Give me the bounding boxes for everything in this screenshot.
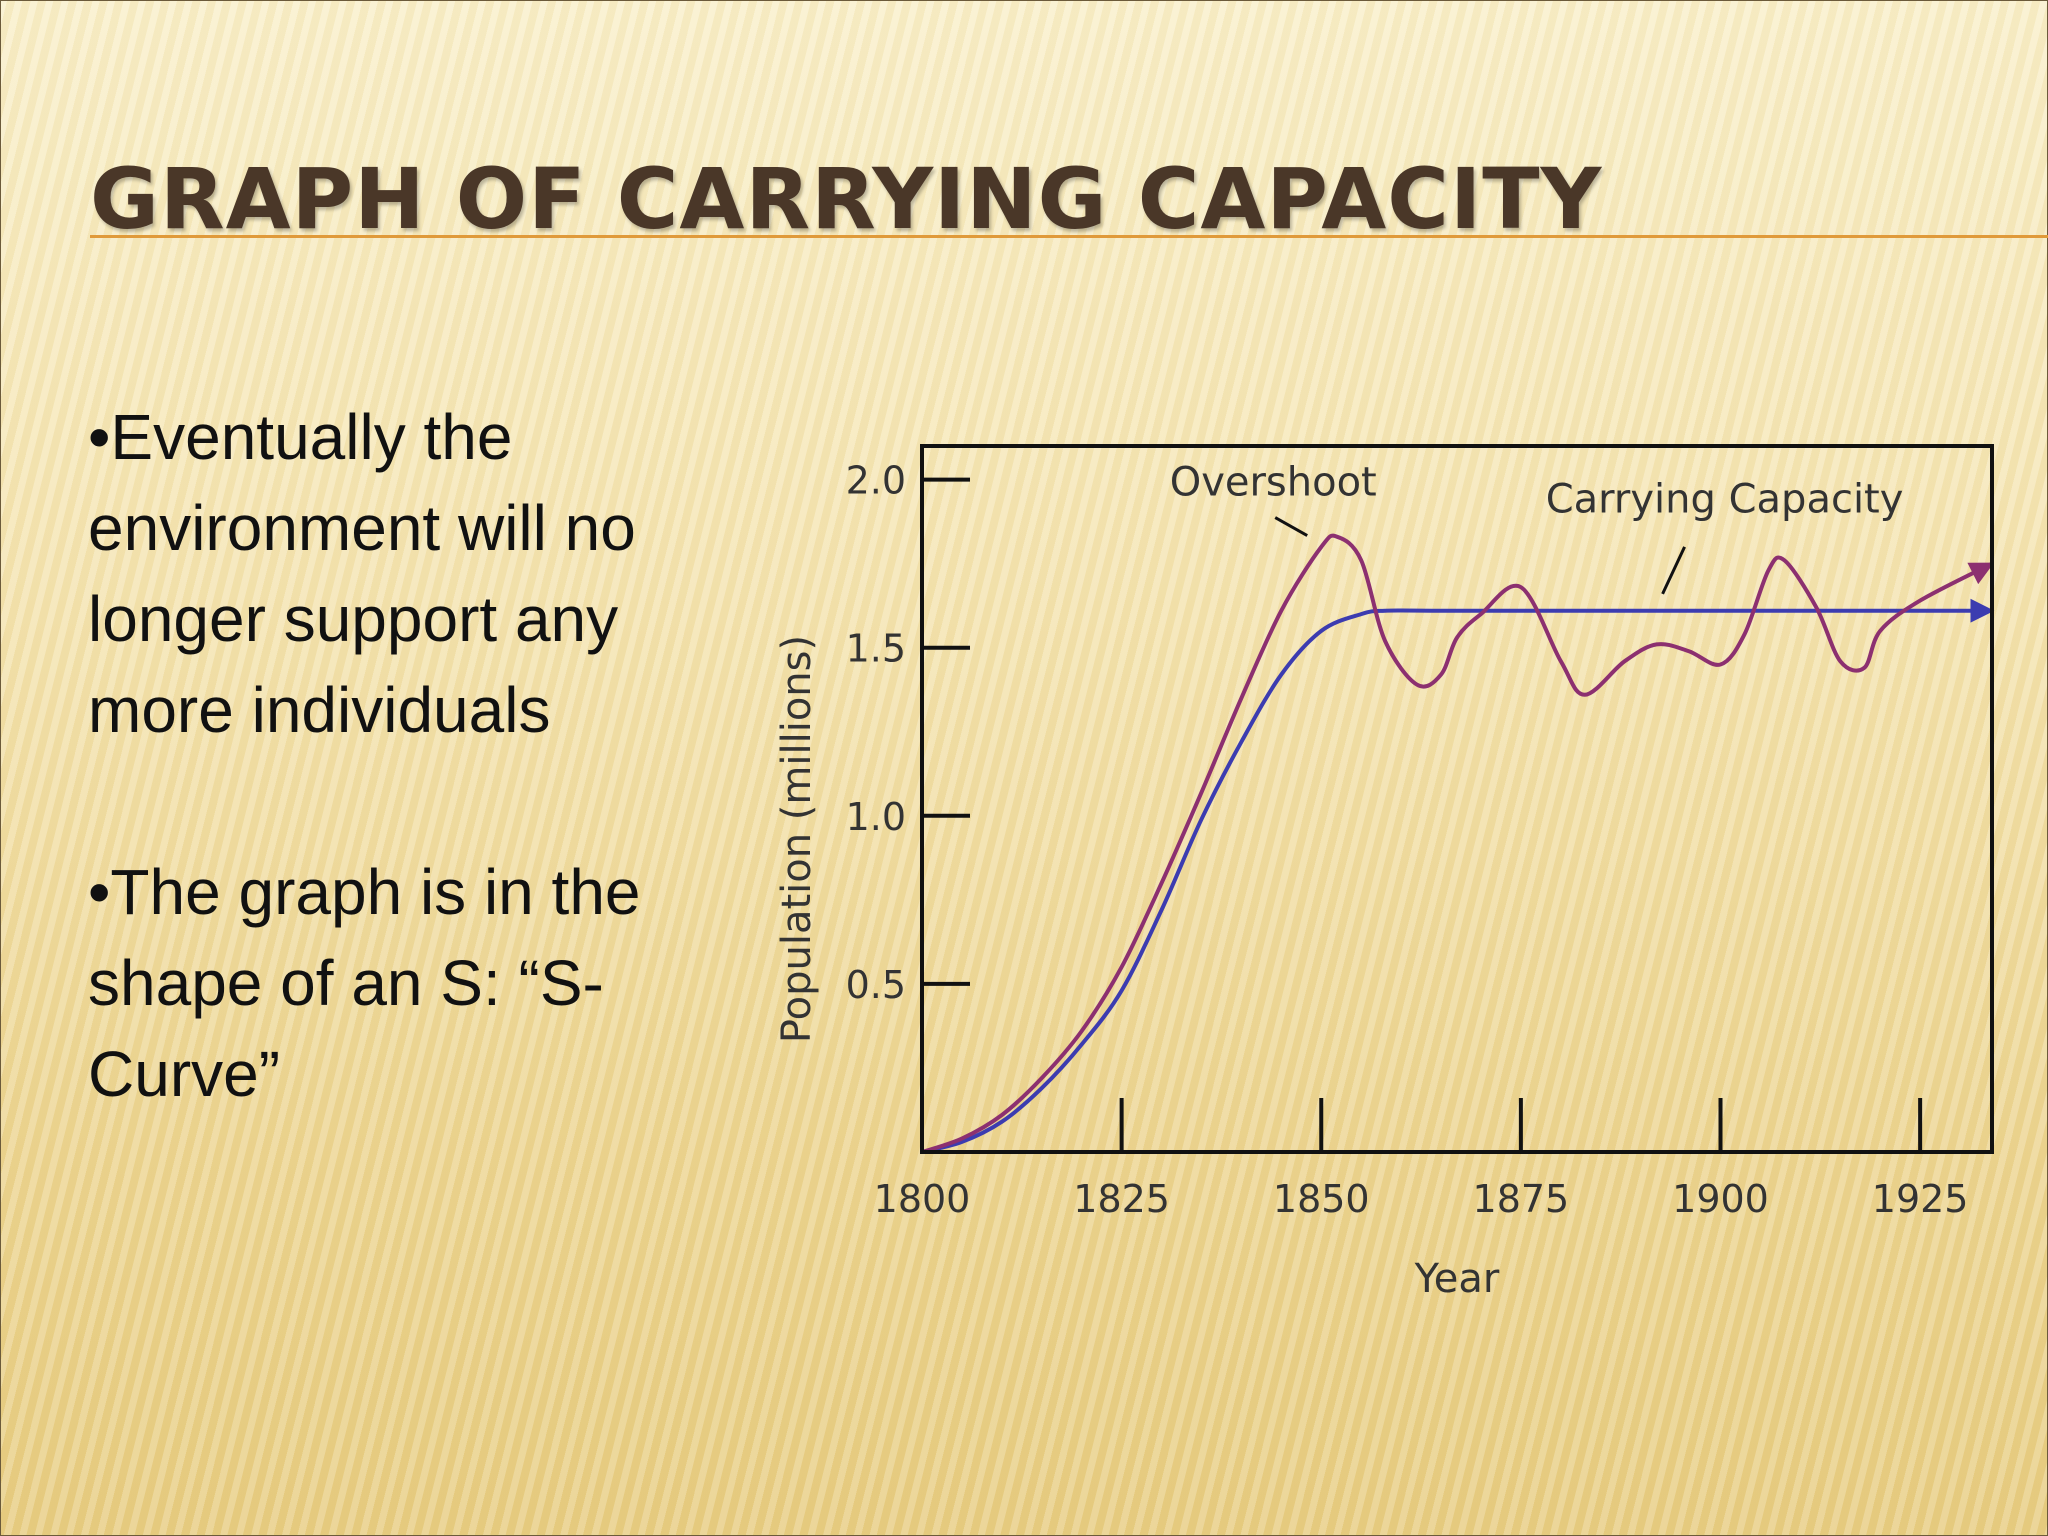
- y-tick-label: 0.5: [846, 963, 906, 1007]
- title-underline: [90, 235, 2048, 238]
- x-tick-label: 1900: [1672, 1177, 1769, 1221]
- y-tick-label: 1.5: [846, 627, 906, 671]
- x-tick-label: 1875: [1473, 1177, 1570, 1221]
- plot-frame: [920, 444, 1994, 1154]
- bullet-list: •Eventually the environment will no long…: [88, 392, 728, 1211]
- annotation-overshoot: Overshoot: [1170, 460, 1377, 506]
- series-line-overshoot: [921, 533, 1995, 1154]
- x-tick-label: 1825: [1073, 1177, 1170, 1221]
- x-tick-label: 1800: [874, 1177, 971, 1221]
- annotation-carrying-capacity: Carrying Capacity: [1546, 476, 1904, 522]
- carrying-capacity-chart: 0.5 1.0 1.5 2.0 1800 1825 1850 1875 1900 1925 Yea…: [774, 444, 1995, 1302]
- slide-title: GRAPH OF CARRYING CAPACITY: [90, 150, 1603, 248]
- series-line-carrying-capacity: [921, 598, 1995, 1154]
- bullet-item-1: •Eventually the environment will no long…: [88, 401, 636, 746]
- x-tick-label: 1850: [1273, 1177, 1370, 1221]
- y-tick-label: 2.0: [846, 459, 906, 503]
- annotation-leader-carrying-capacity: [1661, 546, 1686, 595]
- y-axis-label: Population (millions): [774, 635, 820, 1043]
- annotation-leader-overshoot: [1274, 516, 1308, 537]
- bullet-item-2: •The graph is in the shape of an S: “S-C…: [88, 856, 641, 1110]
- x-axis-label: Year: [1414, 1256, 1500, 1302]
- x-tick-label: 1925: [1872, 1177, 1969, 1221]
- y-tick-label: 1.0: [846, 795, 906, 839]
